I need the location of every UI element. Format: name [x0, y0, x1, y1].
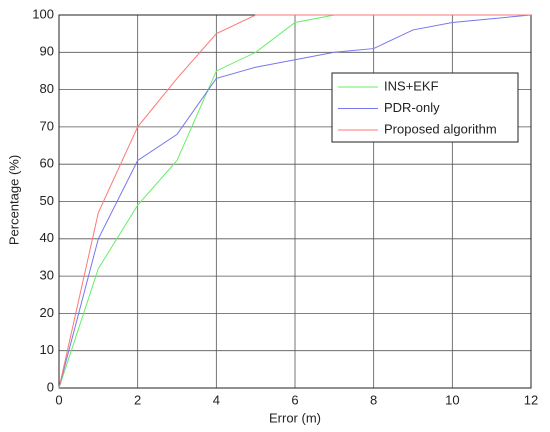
x-tick-label: 4	[213, 392, 220, 407]
x-tick-label: 10	[445, 392, 459, 407]
y-tick-label: 30	[40, 268, 54, 283]
y-tick-label: 60	[40, 156, 54, 171]
y-tick-label: 20	[40, 305, 54, 320]
x-tick-label: 8	[370, 392, 377, 407]
y-tick-label: 40	[40, 230, 54, 245]
data-line	[58, 14, 531, 389]
y-axis-title: Percentage (%)	[6, 155, 21, 245]
y-tick-label: 70	[40, 118, 54, 133]
x-tick-label: 0	[55, 392, 62, 407]
x-axis-title: Error (m)	[269, 410, 321, 425]
y-tick-label: 0	[47, 379, 54, 394]
y-tick-label: 10	[40, 342, 54, 357]
x-tick-label: 2	[134, 392, 141, 407]
x-tick-label: 12	[524, 392, 538, 407]
legend-label: PDR-only	[384, 100, 440, 115]
y-tick-label: 50	[40, 193, 54, 208]
x-tick-label: 6	[291, 392, 298, 407]
legend-label: INS+EKF	[384, 78, 439, 93]
legend-label: Proposed algorithm	[384, 121, 497, 136]
data-line	[58, 14, 532, 389]
y-tick-label: 80	[40, 81, 54, 96]
y-tick-label: 100	[32, 6, 54, 21]
y-tick-label: 90	[40, 44, 54, 59]
